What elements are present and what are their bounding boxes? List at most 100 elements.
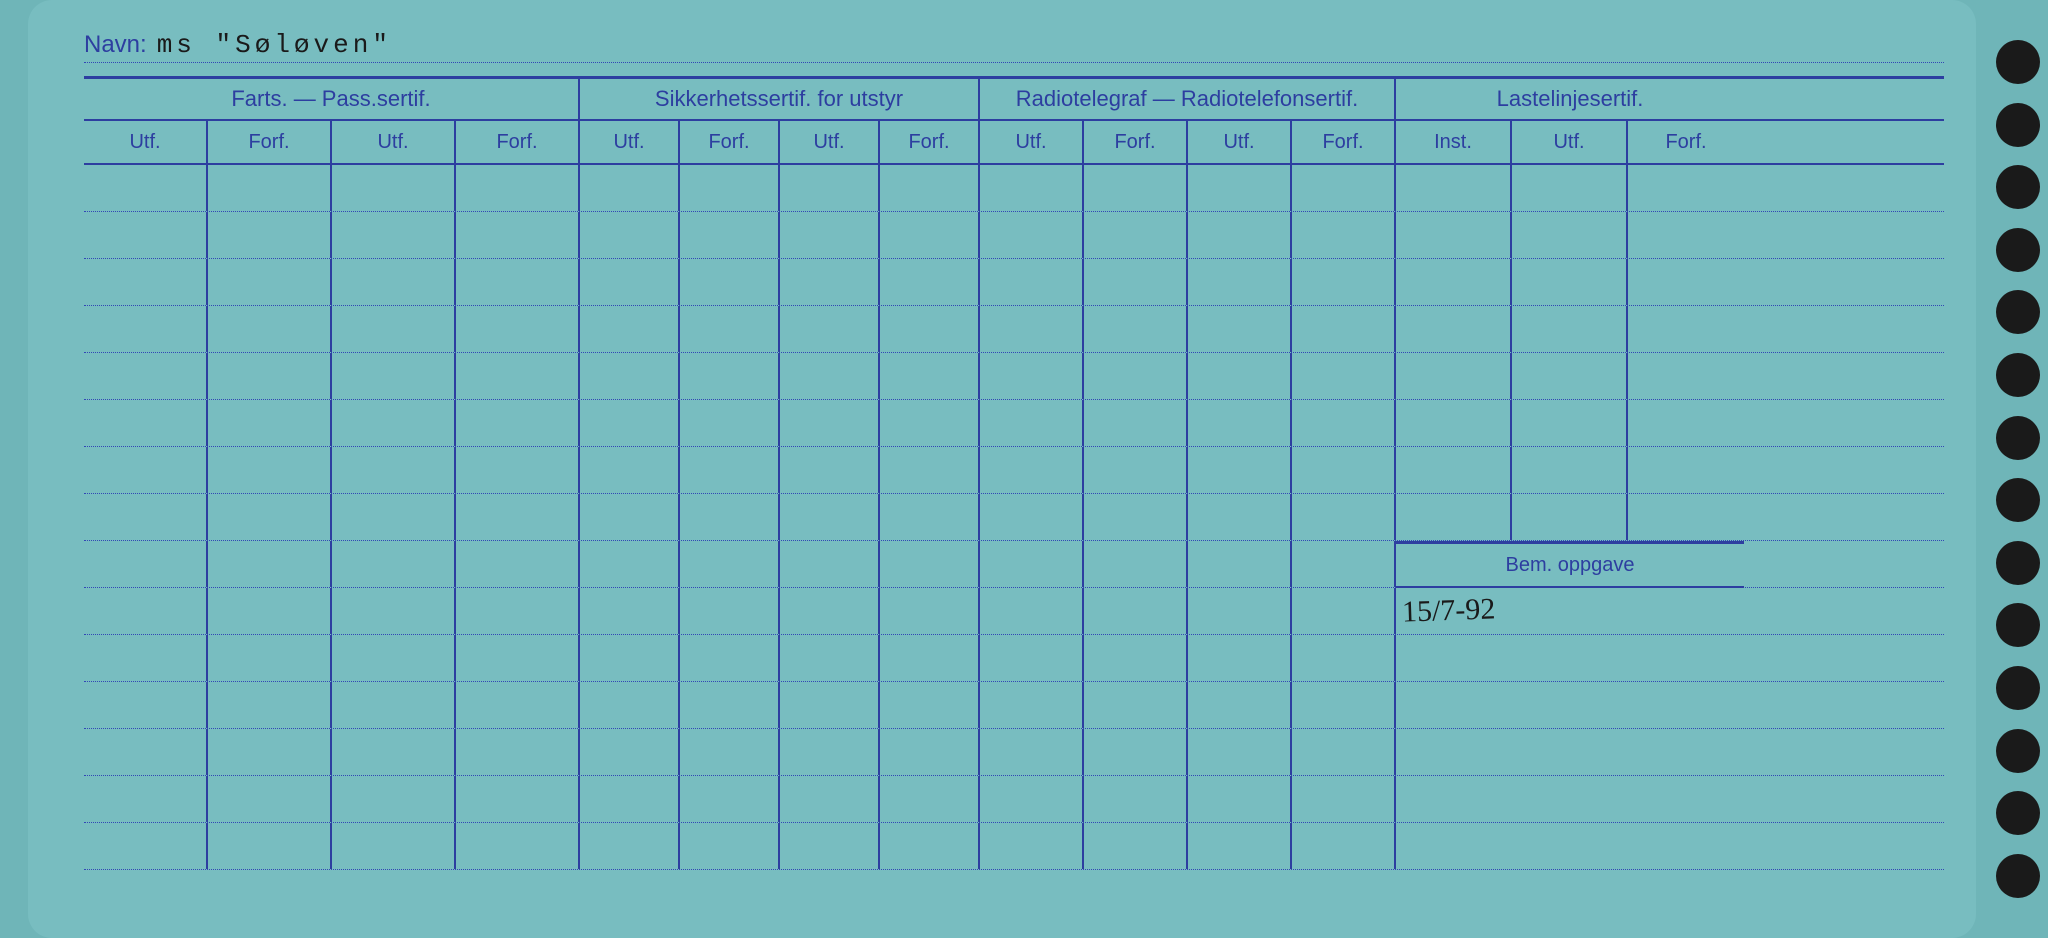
table-cell [580, 212, 680, 258]
table-cell [456, 729, 580, 775]
table-cell [880, 400, 980, 446]
table-cell [1292, 729, 1396, 775]
binder-hole [1996, 290, 2040, 334]
table-cell [1628, 494, 1744, 540]
table-cell [1188, 212, 1292, 258]
table-cell [332, 494, 456, 540]
table-cell [680, 259, 780, 305]
table-cell [1292, 259, 1396, 305]
table-cell [780, 635, 880, 681]
table-cell [1292, 400, 1396, 446]
table-cell [1396, 259, 1512, 305]
navn-value: ms "Søløven" [157, 30, 392, 60]
table-cell [1512, 259, 1628, 305]
table-cell [1396, 494, 1512, 540]
table-cell [1628, 259, 1744, 305]
table-cell [456, 165, 580, 211]
table-cell [1292, 541, 1396, 587]
table-cell [580, 400, 680, 446]
binder-hole [1996, 353, 2040, 397]
table-cell [880, 588, 980, 634]
table-cell [580, 541, 680, 587]
table-cell [1084, 823, 1188, 869]
table-cell [84, 353, 208, 399]
table-cell [580, 494, 680, 540]
bem-cell [1396, 682, 1744, 728]
table-cell [880, 823, 980, 869]
table-cell [1512, 212, 1628, 258]
bem-oppgave-header: Bem. oppgave [1396, 541, 1744, 588]
table-row [84, 494, 1944, 541]
table-cell [1512, 447, 1628, 493]
table-cell [580, 588, 680, 634]
table-cell [780, 212, 880, 258]
table-cell [332, 729, 456, 775]
table-cell [1512, 306, 1628, 352]
table-cell [880, 729, 980, 775]
binder-holes [1988, 40, 2048, 898]
table-cell [456, 353, 580, 399]
sub-header-8: Utf. [980, 121, 1084, 163]
table-cell [780, 306, 880, 352]
table-cell [1292, 635, 1396, 681]
table-cell [84, 588, 208, 634]
table-cell [880, 353, 980, 399]
group-header-1: Sikkerhetssertif. for utstyr [580, 79, 980, 119]
table-cell [332, 541, 456, 587]
table-cell [980, 588, 1084, 634]
certificate-table: Farts. — Pass.sertif.Sikkerhetssertif. f… [84, 76, 1944, 870]
table-cell [1188, 494, 1292, 540]
table-row [84, 400, 1944, 447]
table-cell [780, 494, 880, 540]
table-cell [208, 447, 332, 493]
table-cell [680, 682, 780, 728]
table-cell [980, 306, 1084, 352]
table-cell [1628, 353, 1744, 399]
table-cell [1512, 400, 1628, 446]
binder-hole [1996, 729, 2040, 773]
table-cell [1084, 494, 1188, 540]
table-cell [332, 823, 456, 869]
table-cell [208, 306, 332, 352]
table-cell [1188, 353, 1292, 399]
table-cell [1084, 541, 1188, 587]
table-cell [332, 165, 456, 211]
table-cell [1188, 776, 1292, 822]
table-cell [1084, 353, 1188, 399]
table-cell [680, 165, 780, 211]
table-cell [580, 306, 680, 352]
table-cell [1512, 494, 1628, 540]
table-cell [1188, 447, 1292, 493]
table-cell [1084, 682, 1188, 728]
table-row [84, 447, 1944, 494]
table-cell [680, 776, 780, 822]
table-row [84, 306, 1944, 353]
table-cell [680, 212, 780, 258]
bem-cell [1396, 776, 1744, 822]
table-cell [580, 729, 680, 775]
table-cell [1512, 165, 1628, 211]
table-cell [880, 165, 980, 211]
sub-header-14: Forf. [1628, 121, 1744, 163]
table-cell [1084, 776, 1188, 822]
table-cell [332, 259, 456, 305]
table-cell [680, 353, 780, 399]
table-cell [880, 776, 980, 822]
sub-header-12: Inst. [1396, 121, 1512, 163]
table-cell [680, 541, 780, 587]
table-cell [1396, 447, 1512, 493]
handwritten-date: 15/7-92 [1401, 592, 1495, 629]
table-cell [880, 259, 980, 305]
binder-hole [1996, 103, 2040, 147]
table-cell [1396, 212, 1512, 258]
table-cell [84, 635, 208, 681]
table-cell [580, 353, 680, 399]
table-cell [456, 635, 580, 681]
sub-header-4: Utf. [580, 121, 680, 163]
table-cell [456, 400, 580, 446]
table-cell [1292, 588, 1396, 634]
table-cell [980, 682, 1084, 728]
sub-header-3: Forf. [456, 121, 580, 163]
binder-hole [1996, 478, 2040, 522]
table-cell [580, 165, 680, 211]
